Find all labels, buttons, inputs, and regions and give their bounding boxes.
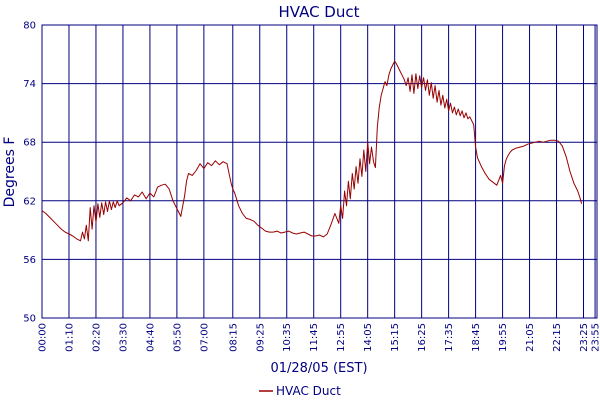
x-tick-label: 12:55 <box>336 323 347 352</box>
x-tick-label: 08:15 <box>228 323 239 352</box>
x-tick-label: 22:15 <box>552 323 563 352</box>
x-tick-label: 10:35 <box>282 323 293 352</box>
y-tick-label: 68 <box>23 138 36 149</box>
x-tick-label: 23:55 <box>591 323 600 352</box>
x-tick-label: 05:50 <box>172 323 183 352</box>
x-tick-label: 14:05 <box>363 323 374 352</box>
series-group <box>41 60 583 242</box>
x-axis-label: 01/28/05 (EST) <box>270 361 367 376</box>
x-tick-label: 07:00 <box>199 323 210 352</box>
series-line-hvac-duct <box>41 60 583 242</box>
y-axis-label: Degrees F <box>2 137 18 208</box>
legend-label: HVAC Duct <box>276 384 341 398</box>
y-tick-label: 56 <box>23 255 36 266</box>
plot-frame <box>41 24 598 319</box>
y-tick-label: 74 <box>23 79 36 90</box>
x-tick-label: 00:00 <box>38 323 49 352</box>
x-tick-labels: 00:00 01:10 02:20 03:30 04:40 05:50 07:00 08:15… <box>38 323 600 352</box>
x-tick-label: 17:35 <box>444 323 455 352</box>
legend: HVAC Duct <box>259 384 341 398</box>
chart-title: HVAC Duct <box>278 3 359 21</box>
x-tick-label: 19:55 <box>498 323 509 352</box>
y-tick-labels: 50 56 62 68 74 80 <box>23 21 36 325</box>
x-tick-label: 01:10 <box>64 323 75 352</box>
x-tick-label: 02:20 <box>91 323 102 352</box>
x-tick-label: 03:30 <box>118 323 129 352</box>
grid <box>41 24 598 319</box>
x-tick-label: 23:25 <box>579 323 590 352</box>
x-tick-label: 18:45 <box>471 323 482 352</box>
y-tick-label: 50 <box>23 314 36 325</box>
y-tick-label: 80 <box>23 21 36 32</box>
x-tick-label: 09:25 <box>255 323 266 352</box>
x-tick-label: 21:05 <box>525 323 536 352</box>
x-tick-label: 15:15 <box>390 323 401 352</box>
x-tick-label: 04:40 <box>145 323 156 352</box>
x-tick-label: 11:45 <box>309 323 320 352</box>
y-tick-label: 62 <box>23 196 36 207</box>
x-tick-label: 16:25 <box>417 323 428 352</box>
